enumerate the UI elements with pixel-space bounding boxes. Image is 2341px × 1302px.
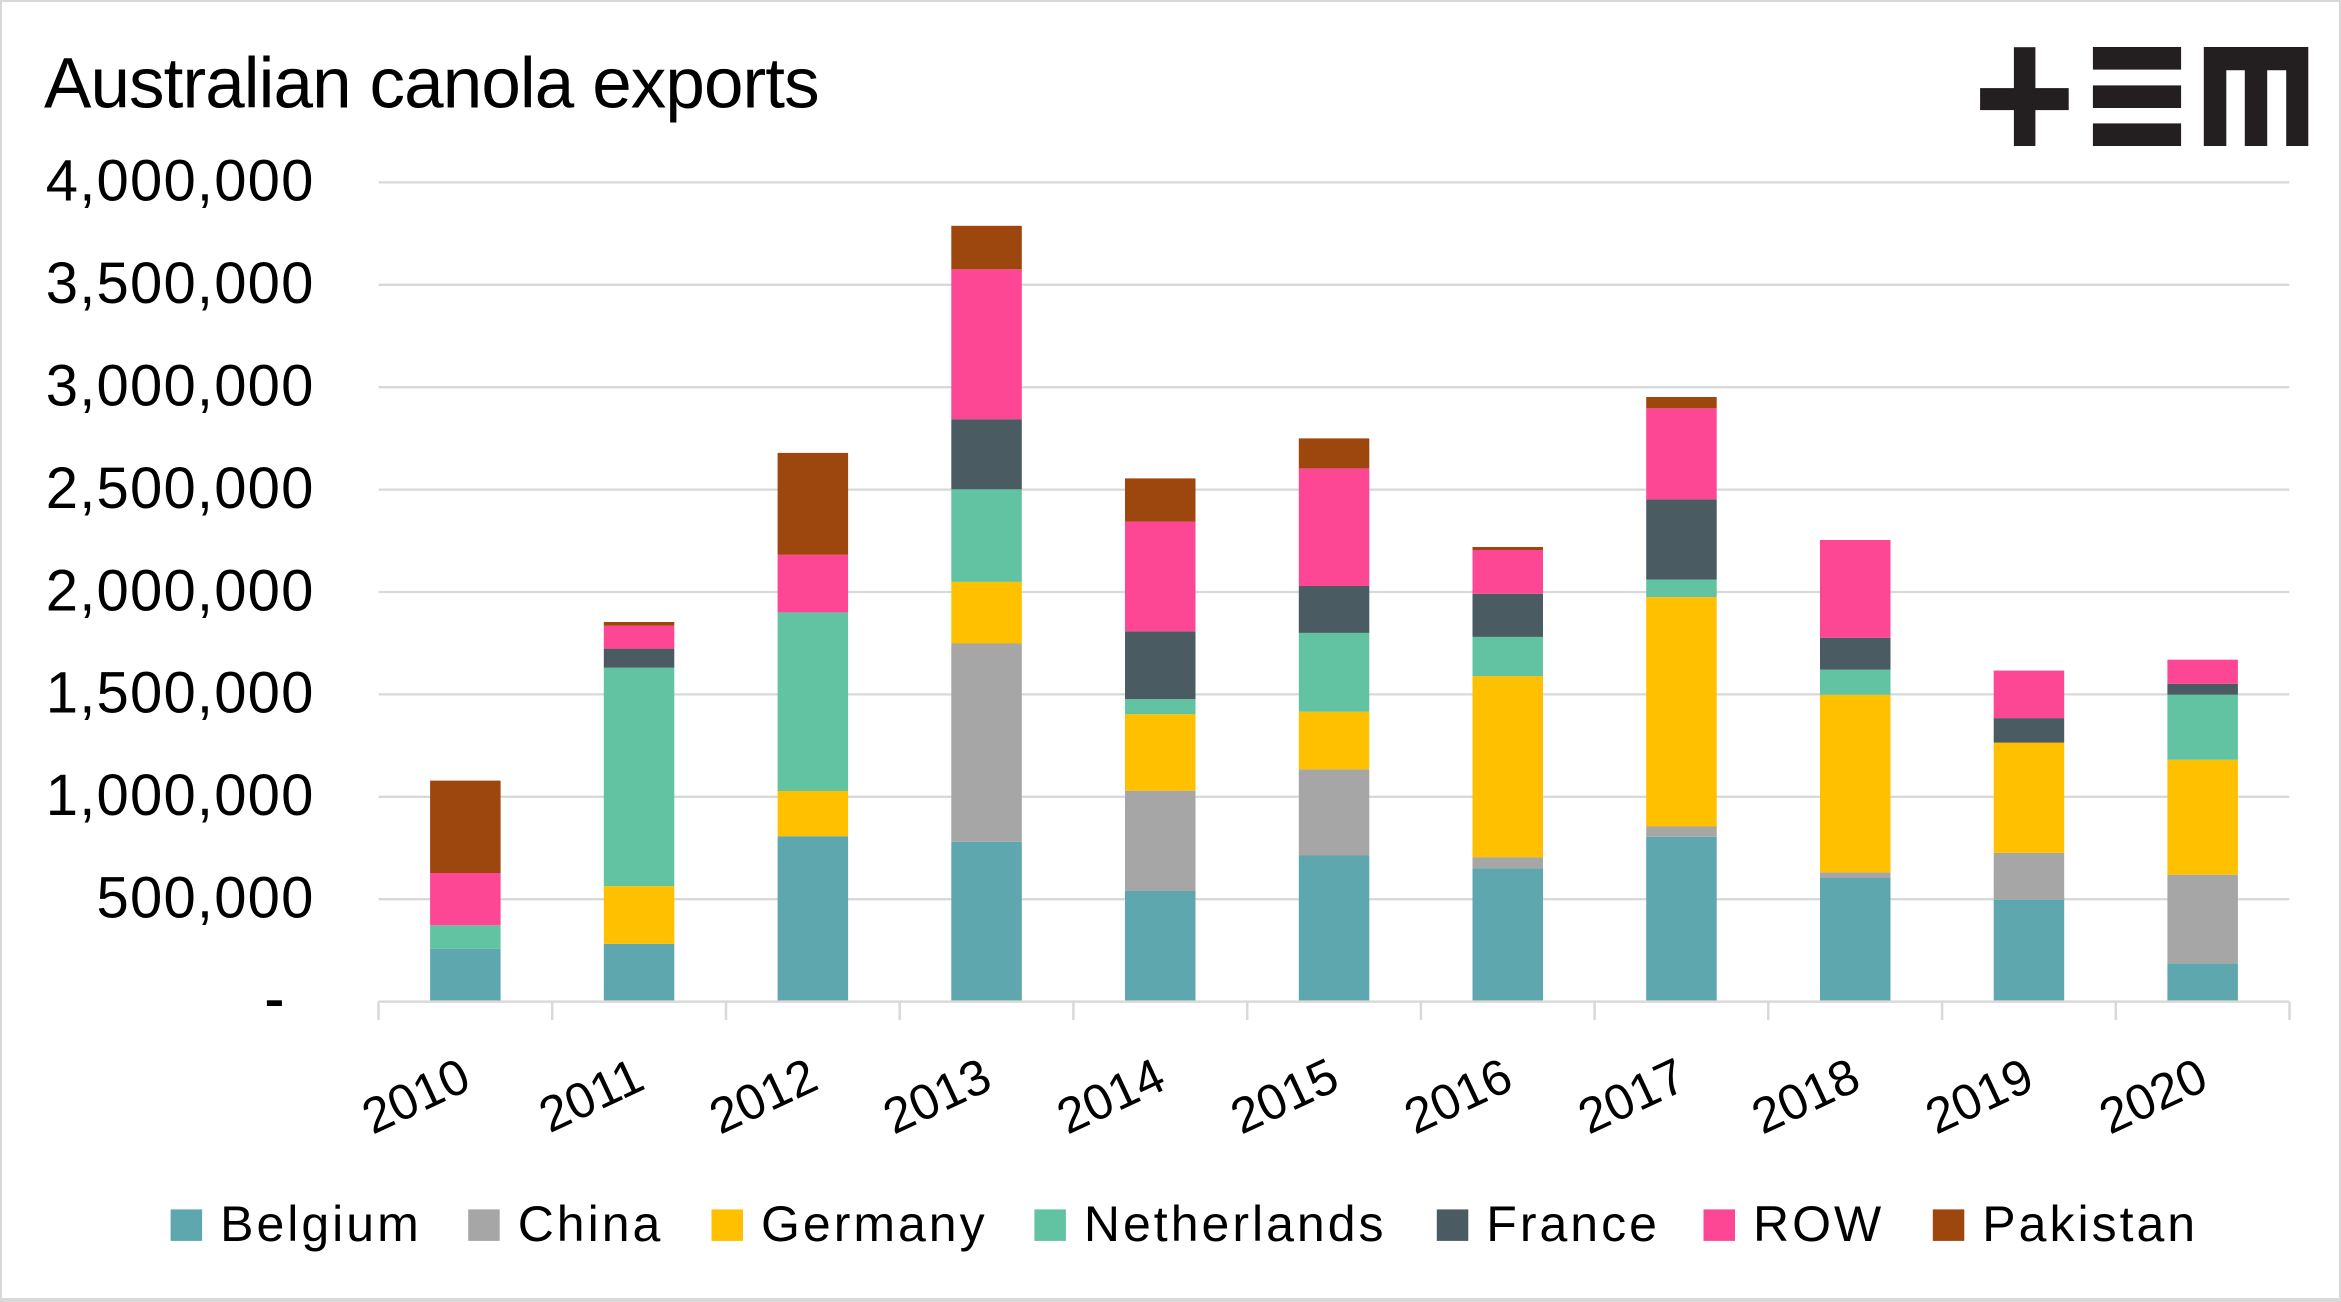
svg-text:2,500,000: 2,500,000 xyxy=(46,456,315,521)
svg-text:3,500,000: 3,500,000 xyxy=(46,251,315,316)
svg-text:500,000: 500,000 xyxy=(97,866,315,931)
svg-text:France: France xyxy=(1486,1196,1660,1252)
svg-text:4,000,000: 4,000,000 xyxy=(46,149,315,214)
svg-text:Germany: Germany xyxy=(761,1196,988,1252)
svg-text:Belgium: Belgium xyxy=(220,1196,422,1252)
svg-text:ROW: ROW xyxy=(1753,1196,1884,1252)
svg-text:1,500,000: 1,500,000 xyxy=(46,661,315,726)
svg-text:Netherlands: Netherlands xyxy=(1084,1196,1387,1252)
svg-text:China: China xyxy=(518,1196,664,1252)
svg-text:1,000,000: 1,000,000 xyxy=(46,763,315,828)
svg-text:3,000,000: 3,000,000 xyxy=(46,354,315,419)
svg-text:Pakistan: Pakistan xyxy=(1982,1196,2198,1252)
svg-text:2,000,000: 2,000,000 xyxy=(46,558,315,623)
svg-text:Australian canola exports: Australian canola exports xyxy=(44,45,819,124)
